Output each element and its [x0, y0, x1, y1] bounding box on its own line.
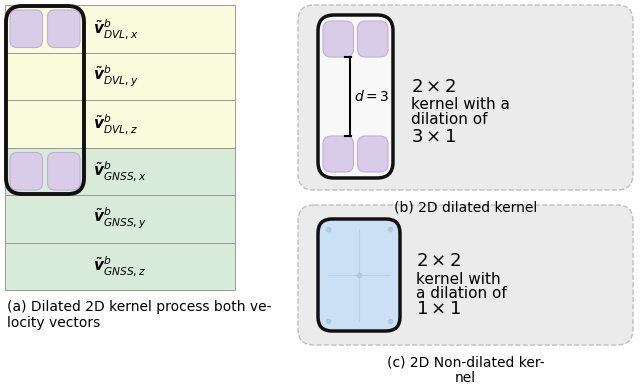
Text: $2\times 2$: $2\times 2$	[411, 78, 456, 96]
FancyBboxPatch shape	[298, 205, 633, 345]
Text: $\tilde{\boldsymbol{v}}^b_{GNSS,y}$: $\tilde{\boldsymbol{v}}^b_{GNSS,y}$	[93, 206, 147, 231]
Text: $\tilde{\boldsymbol{v}}^b_{GNSS,x}$: $\tilde{\boldsymbol{v}}^b_{GNSS,x}$	[93, 160, 147, 183]
Text: kernel with: kernel with	[416, 272, 500, 287]
Text: $d=3$: $d=3$	[353, 89, 389, 104]
Text: $\tilde{\boldsymbol{v}}^b_{DVL,y}$: $\tilde{\boldsymbol{v}}^b_{DVL,y}$	[93, 64, 138, 89]
FancyBboxPatch shape	[358, 136, 388, 172]
Bar	[5, 5, 235, 53]
Bar	[5, 147, 235, 195]
Text: $2\times 2$: $2\times 2$	[416, 252, 461, 270]
FancyBboxPatch shape	[47, 10, 80, 47]
Text: dilation of: dilation of	[411, 112, 488, 127]
FancyBboxPatch shape	[323, 21, 353, 57]
Text: a dilation of: a dilation of	[416, 287, 507, 301]
Text: $1\times 1$: $1\times 1$	[416, 300, 461, 318]
Text: (c) 2D Non-dilated ker-
nel: (c) 2D Non-dilated ker- nel	[387, 355, 544, 385]
FancyBboxPatch shape	[318, 219, 400, 331]
Bar	[5, 243, 235, 290]
Text: $\tilde{\boldsymbol{v}}^b_{DVL,z}$: $\tilde{\boldsymbol{v}}^b_{DVL,z}$	[93, 112, 138, 136]
Bar	[5, 100, 235, 147]
FancyBboxPatch shape	[10, 10, 42, 47]
Text: (b) 2D dilated kernel: (b) 2D dilated kernel	[394, 200, 537, 214]
Bar	[5, 53, 235, 100]
FancyBboxPatch shape	[358, 21, 388, 57]
Text: $\tilde{\boldsymbol{v}}^b_{GNSS,z}$: $\tilde{\boldsymbol{v}}^b_{GNSS,z}$	[93, 254, 146, 278]
FancyBboxPatch shape	[47, 152, 80, 190]
FancyBboxPatch shape	[10, 152, 42, 190]
FancyBboxPatch shape	[318, 15, 393, 178]
Text: (a) Dilated 2D kernel process both ve-
locity vectors: (a) Dilated 2D kernel process both ve- l…	[7, 300, 271, 330]
Text: kernel with a: kernel with a	[411, 97, 510, 112]
FancyBboxPatch shape	[298, 5, 633, 190]
FancyBboxPatch shape	[323, 136, 353, 172]
Text: $\tilde{\boldsymbol{v}}^b_{DVL,x}$: $\tilde{\boldsymbol{v}}^b_{DVL,x}$	[93, 17, 138, 41]
Bar	[5, 195, 235, 243]
Text: $3\times 1$: $3\times 1$	[411, 127, 456, 145]
